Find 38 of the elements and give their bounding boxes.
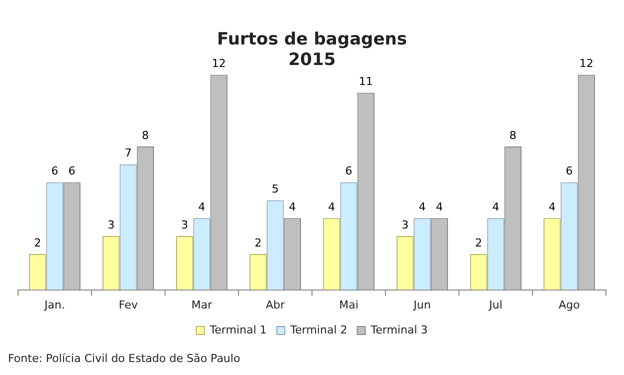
data-label: 4 [328, 200, 336, 214]
x-tick-label: Fev [118, 298, 138, 312]
x-tick-label: Jul [488, 298, 502, 312]
data-label: 6 [51, 164, 58, 178]
data-label: 3 [402, 218, 409, 232]
data-label: 6 [566, 164, 573, 178]
data-label: 6 [68, 164, 76, 178]
x-tick-label: Mar [191, 298, 213, 312]
data-label: 6 [345, 164, 352, 178]
data-label: 8 [142, 128, 149, 142]
x-tick-label: Ago [558, 298, 580, 312]
data-label: 4 [436, 200, 443, 214]
data-label: 5 [272, 182, 279, 196]
data-label: 12 [212, 57, 226, 70]
data-label: 3 [181, 218, 188, 232]
data-label: 4 [492, 200, 500, 214]
legend-label: Terminal 2 [289, 323, 348, 336]
x-tick-label: Mai [339, 298, 358, 312]
x-tick-label: Abr [266, 298, 286, 312]
data-label: 4 [548, 200, 556, 214]
data-label: 2 [34, 236, 42, 250]
data-label: 4 [198, 200, 206, 214]
data-label: 11 [358, 75, 373, 88]
source-note: Fonte: Polícia Civil do Estado de São Paulo [8, 352, 242, 365]
x-tick-label: Jun [412, 298, 431, 312]
x-tick-label: Jan. [44, 298, 65, 312]
data-label: 4 [418, 200, 426, 214]
data-label: 12 [579, 57, 594, 70]
data-label: 2 [254, 236, 262, 250]
data-label: 7 [124, 146, 132, 160]
chart-subtitle: 2015 [288, 50, 336, 70]
legend-label: Terminal 1 [208, 323, 267, 336]
data-label: 3 [108, 218, 115, 232]
chart-title: Furtos de bagagens [217, 30, 407, 50]
data-label: 8 [509, 128, 516, 142]
legend-label: Terminal 3 [370, 323, 428, 336]
data-label: 2 [475, 236, 482, 250]
data-label: 4 [288, 200, 296, 214]
